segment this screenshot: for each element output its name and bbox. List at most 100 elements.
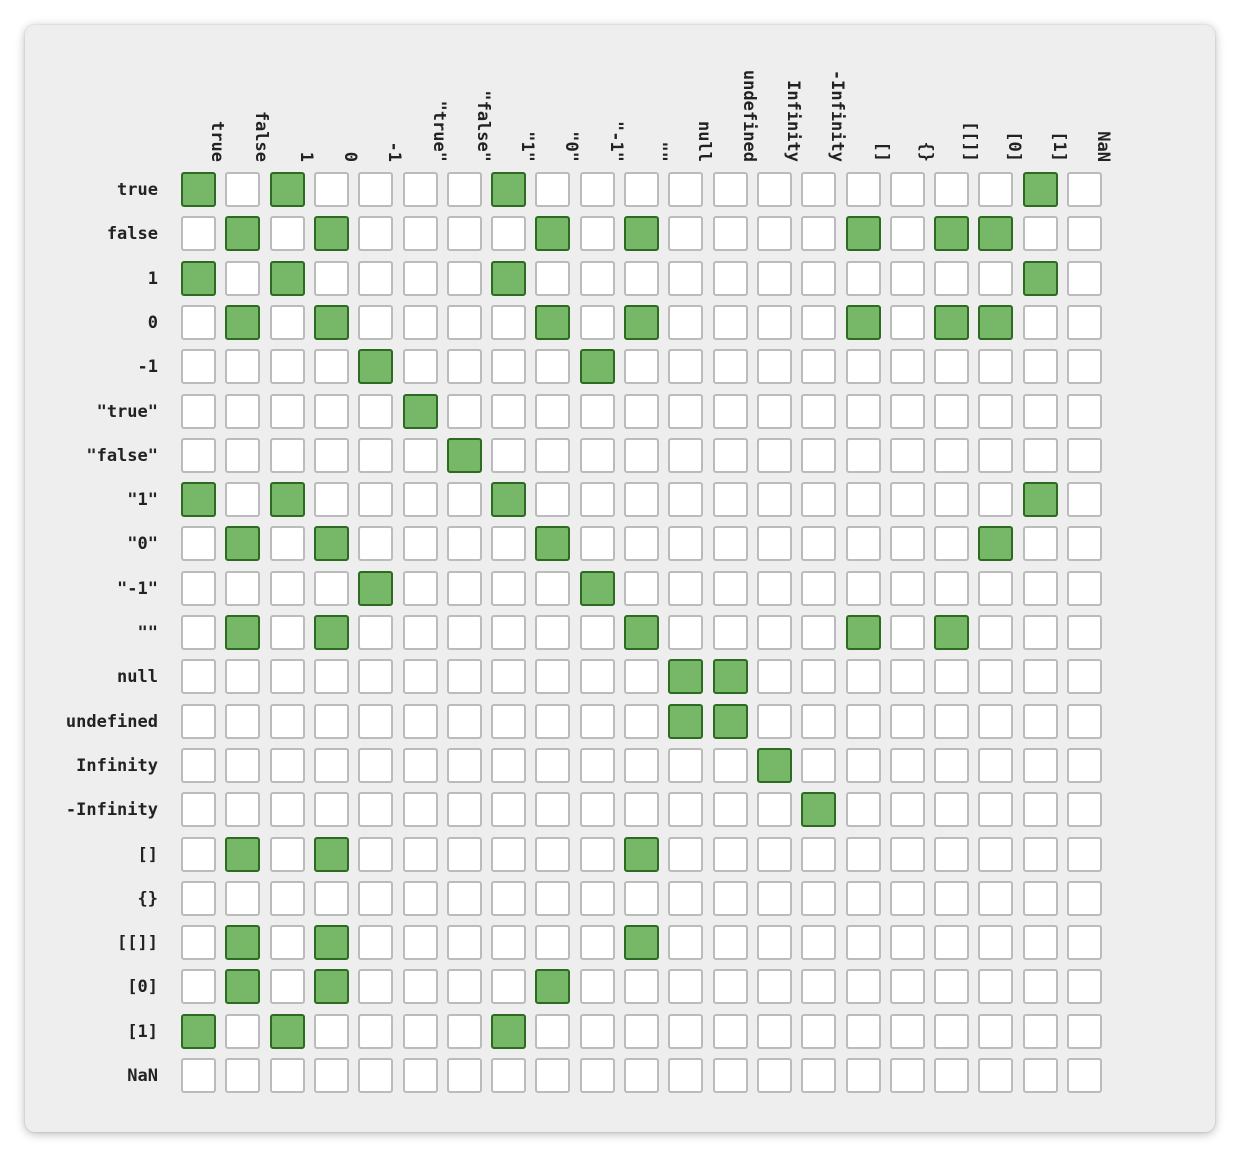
matrix-cell-empty: [269, 792, 305, 828]
column-label-text: -1: [384, 141, 405, 162]
matrix-cell-empty: [225, 880, 261, 916]
matrix-cell-empty: [978, 1058, 1014, 1093]
matrix-cell-empty: [845, 836, 881, 872]
matrix-cell-empty: [668, 969, 704, 1005]
matrix-cell-empty: [579, 437, 615, 473]
matrix-cell-empty: [225, 172, 261, 207]
matrix-cell-empty: [668, 570, 704, 606]
matrix-cell-empty: [712, 969, 748, 1005]
matrix-cell-empty: [801, 747, 837, 783]
matrix-cell-empty: [446, 925, 482, 961]
matrix-cell-empty: [1067, 1058, 1102, 1093]
matrix-cell-empty: [624, 526, 659, 562]
matrix-cell-empty: [712, 393, 748, 429]
matrix-cell-empty: [889, 437, 925, 473]
matrix-cell-empty: [978, 570, 1014, 606]
column-label-text: [0]: [1004, 131, 1025, 162]
matrix-cell-empty: [668, 349, 704, 385]
matrix-cell-empty: [889, 703, 925, 739]
column-label-text: {}: [915, 141, 936, 162]
matrix-cell-empty: [978, 615, 1014, 650]
matrix-cell-empty: [756, 1013, 792, 1049]
matrix-cell-empty: [225, 393, 261, 429]
matrix-cell-empty: [756, 526, 792, 562]
matrix-cell-empty: [624, 349, 659, 385]
matrix-cell-empty: [446, 1058, 482, 1093]
matrix-cell-empty: [269, 349, 305, 385]
matrix-cell-empty: [181, 304, 216, 340]
matrix-cell-equal: [978, 526, 1014, 562]
matrix-cell-empty: [269, 747, 305, 783]
matrix-cell-empty: [225, 437, 261, 473]
matrix-cell-empty: [579, 482, 615, 518]
row-label: true: [117, 180, 158, 200]
matrix-cell-empty: [358, 526, 394, 562]
matrix-cell-empty: [668, 172, 704, 207]
matrix-cell-empty: [624, 792, 659, 828]
matrix-cell-empty: [491, 836, 527, 872]
matrix-cell-empty: [712, 747, 748, 783]
matrix-cell-empty: [889, 393, 925, 429]
matrix-cell-empty: [358, 747, 394, 783]
matrix-cell-empty: [934, 570, 970, 606]
matrix-cell-empty: [801, 1013, 837, 1049]
matrix-cell-empty: [801, 437, 837, 473]
row-label: 1: [147, 268, 158, 289]
matrix-cell-empty: [801, 260, 837, 296]
column-label-text: "-1": [605, 121, 626, 162]
matrix-cell-empty: [491, 349, 527, 385]
matrix-cell-empty: [934, 482, 970, 518]
matrix-cell-empty: [535, 836, 571, 872]
matrix-cell-empty: [535, 570, 571, 606]
matrix-cell-empty: [712, 349, 748, 385]
matrix-cell-empty: [358, 216, 394, 252]
matrix-cell-equal: [491, 1013, 527, 1049]
matrix-cell-empty: [668, 836, 704, 872]
matrix-cell-empty: [269, 393, 305, 429]
matrix-cell-empty: [978, 880, 1014, 916]
matrix-cell-empty: [756, 172, 792, 207]
matrix-cell-empty: [225, 747, 261, 783]
matrix-cell-empty: [181, 703, 216, 739]
matrix-cell-equal: [181, 482, 216, 518]
matrix-cell-empty: [801, 482, 837, 518]
matrix-cell-empty: [358, 482, 394, 518]
matrix-cell-empty: [269, 969, 305, 1005]
matrix-cell-empty: [402, 925, 438, 961]
matrix-cell-empty: [1067, 969, 1102, 1005]
matrix-cell-empty: [712, 792, 748, 828]
matrix-cell-empty: [624, 969, 659, 1005]
matrix-cell-empty: [358, 260, 394, 296]
matrix-cell-empty: [535, 925, 571, 961]
matrix-cell-equal: [1022, 482, 1058, 518]
matrix-cell-empty: [402, 747, 438, 783]
matrix-cell-empty: [934, 969, 970, 1005]
matrix-cell-empty: [225, 792, 261, 828]
matrix-cell-empty: [712, 925, 748, 961]
matrix-cell-empty: [756, 969, 792, 1005]
matrix-cell-empty: [402, 216, 438, 252]
matrix-cell-empty: [801, 526, 837, 562]
matrix-cell-equal: [624, 304, 659, 340]
matrix-cell-equal: [1022, 260, 1058, 296]
matrix-cell-empty: [1067, 615, 1102, 650]
matrix-cell-empty: [1022, 792, 1058, 828]
matrix-cell-empty: [181, 792, 216, 828]
matrix-cell-empty: [313, 880, 349, 916]
matrix-cell-empty: [1022, 393, 1058, 429]
matrix-cell-empty: [181, 570, 216, 606]
row-label: []: [137, 844, 158, 865]
matrix-cell-empty: [712, 304, 748, 340]
matrix-cell-empty: [225, 482, 261, 518]
row-label: "-1": [117, 578, 158, 599]
row-label: "": [137, 623, 158, 643]
matrix-cell-empty: [535, 1058, 571, 1093]
column-label-text: "1": [517, 131, 538, 162]
matrix-cell-empty: [934, 1013, 970, 1049]
matrix-cell-empty: [978, 1013, 1014, 1049]
matrix-cell-empty: [402, 659, 438, 695]
matrix-cell-empty: [668, 880, 704, 916]
matrix-cell-empty: [491, 792, 527, 828]
matrix-cell-empty: [446, 570, 482, 606]
matrix-cell-equal: [358, 349, 394, 385]
